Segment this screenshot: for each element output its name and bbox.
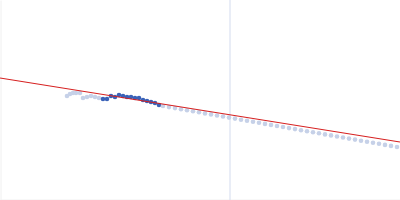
point [323,132,328,137]
point [85,95,90,100]
point [287,126,292,131]
point [97,96,102,101]
point [89,94,94,99]
point [281,125,286,130]
point [101,97,106,102]
fit-line [0,78,400,142]
point [227,115,232,120]
point [74,91,79,96]
point-series [161,104,400,150]
point [311,130,316,135]
reference-line [230,0,231,200]
chart [0,0,400,200]
point [263,122,268,127]
point [341,135,346,140]
point [365,139,370,144]
point [251,120,256,125]
point [305,129,310,134]
point [105,97,110,102]
point [221,114,226,119]
point [377,142,382,147]
point [299,128,304,133]
point [209,112,214,117]
point [395,145,400,150]
point [269,123,274,128]
point [329,133,334,138]
point [389,144,394,149]
plot-area [0,0,400,200]
point [353,137,358,142]
point [383,143,388,148]
point [347,136,352,141]
point [215,113,220,118]
axis-line [1,1,2,200]
point [275,124,280,129]
point-series [101,93,162,108]
point [93,95,98,100]
point [293,127,298,132]
point [239,117,244,122]
point [203,111,208,116]
point [257,121,262,126]
point [371,141,376,146]
point [359,138,364,143]
point [335,134,340,139]
point [81,96,86,101]
point [317,131,322,136]
point [233,116,238,121]
y-axis [1,1,2,200]
point-series [65,91,102,101]
point [245,118,250,123]
